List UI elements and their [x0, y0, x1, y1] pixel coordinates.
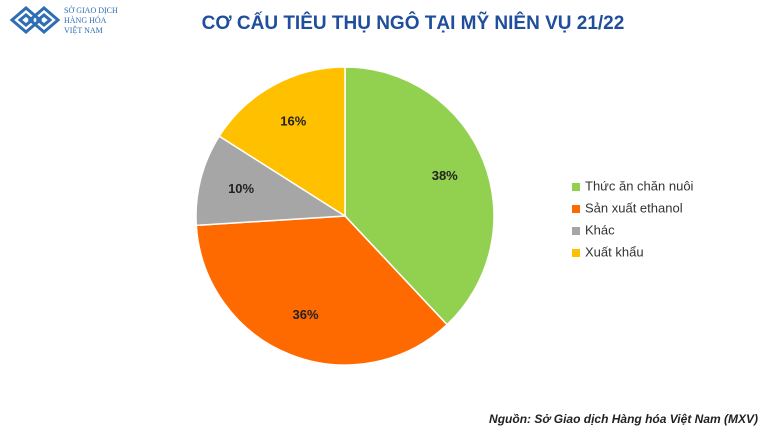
chart-title: CƠ CẤU TIÊU THỤ NGÔ TẠI MỸ NIÊN VỤ 21/22 — [202, 12, 625, 34]
pie-slice — [195, 215, 449, 366]
legend-swatch — [572, 183, 580, 191]
legend-label: Thức ăn chăn nuôi — [585, 178, 694, 193]
legend-label: Sản xuất ethanol — [585, 200, 683, 215]
logo-text: SỞ GIAO DỊCH — [64, 5, 118, 15]
data-label: 36% — [292, 307, 318, 322]
source-note: Nguồn: Sở Giao dịch Hàng hóa Việt Nam (M… — [489, 412, 758, 426]
legend-label: Xuất khẩu — [585, 244, 644, 259]
legend-swatch — [572, 249, 580, 257]
data-label: 16% — [280, 113, 306, 128]
pie-slice — [218, 66, 346, 218]
logo-text: HÀNG HÓA — [64, 15, 107, 25]
logo-icon — [9, 6, 61, 34]
legend-swatch — [572, 227, 580, 235]
legend-label: Khác — [585, 222, 615, 237]
logo-text: VIỆT NAM — [64, 25, 103, 35]
legend-swatch — [572, 205, 580, 213]
data-label: 10% — [228, 181, 254, 196]
data-label: 38% — [432, 168, 458, 183]
pie-slice — [195, 135, 348, 227]
pie-slice — [344, 66, 495, 326]
